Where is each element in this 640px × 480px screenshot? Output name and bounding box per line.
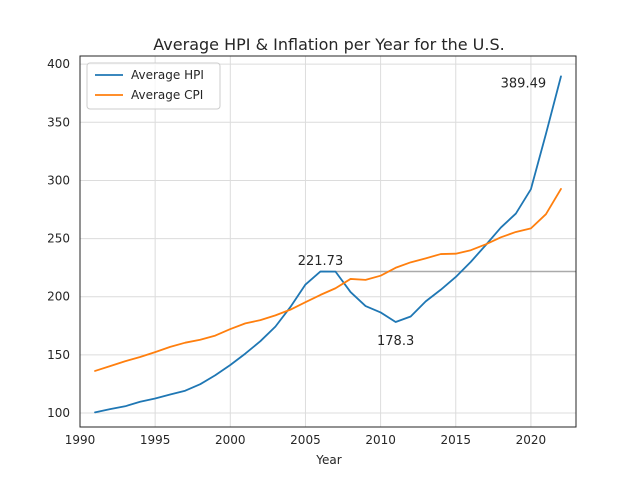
grid bbox=[79, 56, 576, 427]
y-tick-label: 150 bbox=[47, 348, 70, 362]
y-tick-label: 100 bbox=[47, 406, 70, 420]
x-tick-label: 2020 bbox=[516, 433, 547, 447]
x-tick-label: 2010 bbox=[365, 433, 396, 447]
annotation-label: 178.3 bbox=[377, 334, 414, 349]
series-line-hpi bbox=[94, 75, 562, 414]
y-tick-label: 300 bbox=[47, 173, 70, 187]
annotation-label: 389.49 bbox=[501, 76, 547, 91]
y-tick-label: 250 bbox=[47, 232, 70, 246]
chart-title: Average HPI & Inflation per Year for the… bbox=[153, 35, 504, 54]
x-tick-label: 2015 bbox=[440, 433, 471, 447]
x-tick-label: 1990 bbox=[65, 433, 96, 447]
legend-label-hpi: Average HPI bbox=[131, 68, 204, 82]
series-line-cpi bbox=[94, 188, 562, 372]
plot-frame bbox=[79, 55, 577, 428]
annotation-label: 221.73 bbox=[298, 254, 344, 269]
legend: Average HPI Average CPI bbox=[86, 62, 221, 110]
x-tick-label: 1995 bbox=[140, 433, 171, 447]
series-group bbox=[94, 75, 562, 414]
x-tick-label: 2005 bbox=[290, 433, 321, 447]
tick-labels: 1990 1995 2000 2005 2010 2015 2020 100 150 200 250… bbox=[47, 57, 546, 447]
y-tick-label: 400 bbox=[47, 57, 70, 71]
legend-label-cpi: Average CPI bbox=[131, 88, 203, 102]
x-tick-label: 2000 bbox=[215, 433, 246, 447]
y-tick-label: 200 bbox=[47, 290, 70, 304]
annotations: 221.73 178.3 389.49 bbox=[298, 76, 546, 349]
y-tick-label: 350 bbox=[47, 115, 70, 129]
x-axis-label: Year bbox=[315, 453, 341, 467]
